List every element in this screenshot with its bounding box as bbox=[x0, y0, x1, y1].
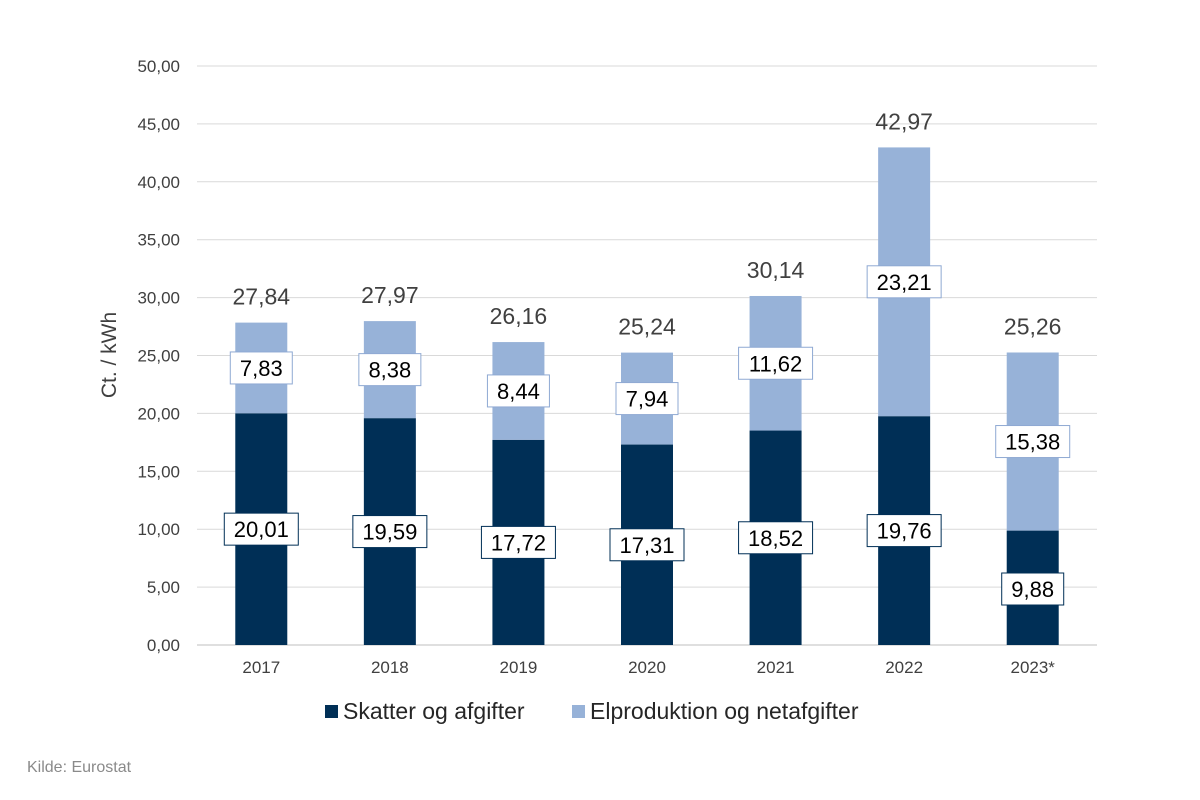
data-label-value: 15,38 bbox=[1005, 430, 1060, 455]
data-label-value: 23,21 bbox=[877, 270, 932, 295]
data-label-value: 11,62 bbox=[749, 351, 802, 376]
data-label-box bbox=[229, 351, 293, 385]
data-label-box bbox=[995, 425, 1071, 459]
segment-data-label: 19,76 bbox=[866, 514, 942, 548]
data-label-box bbox=[358, 353, 422, 387]
data-label-value: 9,88 bbox=[1011, 577, 1054, 602]
data-label-value: 7,94 bbox=[626, 387, 669, 412]
segment-data-label: 7,94 bbox=[615, 382, 679, 416]
y-tick-label: 20,00 bbox=[137, 404, 180, 423]
x-tick-label: 2021 bbox=[757, 658, 795, 677]
data-label-box bbox=[866, 265, 942, 299]
segment-data-label: 17,31 bbox=[609, 528, 685, 562]
data-label-box bbox=[223, 512, 299, 546]
data-label-box bbox=[609, 528, 685, 562]
segment-data-label: 20,01 bbox=[223, 512, 299, 546]
data-label-box bbox=[352, 515, 428, 549]
x-tick-label: 2019 bbox=[500, 658, 538, 677]
total-label: 26,16 bbox=[490, 303, 548, 329]
legend-swatch-skatter bbox=[325, 705, 338, 718]
segment-data-label: 8,38 bbox=[358, 353, 422, 387]
total-label: 25,26 bbox=[1004, 313, 1062, 339]
y-axis-ticks: 0,00 5,00 10,00 15,00 20,00 25,00 30,00 35,00 40… bbox=[137, 57, 180, 655]
x-tick-label: 2023* bbox=[1010, 658, 1055, 677]
x-tick-label: 2022 bbox=[885, 658, 923, 677]
data-label-value: 19,76 bbox=[877, 519, 932, 544]
y-tick-label: 45,00 bbox=[137, 115, 180, 134]
total-label: 25,24 bbox=[618, 314, 676, 340]
y-tick-label: 5,00 bbox=[147, 578, 180, 597]
legend: Skatter og afgifter Elproduktion og neta… bbox=[325, 698, 859, 724]
y-tick-label: 15,00 bbox=[137, 462, 180, 481]
segment-data-label: 17,72 bbox=[480, 525, 556, 559]
data-label-box bbox=[1001, 572, 1065, 606]
segment-data-label: 11,62 bbox=[738, 346, 814, 380]
data-label-value: 7,83 bbox=[240, 356, 283, 381]
y-tick-label: 25,00 bbox=[137, 347, 180, 366]
data-labels: 20,01 7,83 27,84 19,59 8,38 27,97 17,72 8,44 26,… bbox=[223, 108, 1071, 606]
data-label-value: 18,52 bbox=[748, 526, 803, 551]
data-label-value: 8,44 bbox=[497, 379, 540, 404]
data-label-box bbox=[615, 382, 679, 416]
y-axis-label: Ct. / kWh bbox=[98, 312, 121, 398]
legend-label-skatter: Skatter og afgifter bbox=[343, 698, 525, 724]
y-tick-label: 35,00 bbox=[137, 231, 180, 250]
segment-data-label: 8,44 bbox=[486, 374, 550, 408]
total-label: 27,84 bbox=[233, 284, 291, 310]
data-label-box bbox=[486, 374, 550, 408]
legend-swatch-elproduktion bbox=[572, 705, 585, 718]
x-tick-label: 2017 bbox=[242, 658, 280, 677]
segment-data-label: 18,52 bbox=[738, 521, 814, 555]
legend-label-elproduktion: Elproduktion og netafgifter bbox=[590, 698, 859, 724]
total-label: 42,97 bbox=[875, 108, 933, 134]
data-label-value: 19,59 bbox=[362, 520, 417, 545]
source-note: Kilde: Eurostat bbox=[27, 759, 132, 776]
segment-data-label: 7,83 bbox=[229, 351, 293, 385]
data-label-value: 17,72 bbox=[491, 530, 546, 555]
segment-data-label: 9,88 bbox=[1001, 572, 1065, 606]
x-tick-label: 2018 bbox=[371, 658, 409, 677]
y-tick-label: 0,00 bbox=[147, 636, 180, 655]
data-label-box bbox=[738, 521, 814, 555]
data-label-value: 17,31 bbox=[619, 533, 674, 558]
segment-data-label: 23,21 bbox=[866, 265, 942, 299]
data-label-value: 20,01 bbox=[234, 517, 289, 542]
total-label: 30,14 bbox=[747, 257, 805, 283]
data-label-box bbox=[866, 514, 942, 548]
total-label: 27,97 bbox=[361, 282, 419, 308]
segment-data-label: 15,38 bbox=[995, 425, 1071, 459]
y-tick-label: 50,00 bbox=[137, 57, 180, 76]
y-tick-label: 30,00 bbox=[137, 289, 180, 308]
data-label-value: 8,38 bbox=[368, 358, 411, 383]
data-label-box bbox=[480, 525, 556, 559]
y-tick-label: 40,00 bbox=[137, 173, 180, 192]
x-tick-label: 2020 bbox=[628, 658, 666, 677]
y-tick-label: 10,00 bbox=[137, 520, 180, 539]
segment-data-label: 19,59 bbox=[352, 515, 428, 549]
data-label-box bbox=[738, 346, 814, 380]
x-axis-ticks: 2017 2018 2019 2020 2021 2022 2023* bbox=[242, 658, 1055, 677]
